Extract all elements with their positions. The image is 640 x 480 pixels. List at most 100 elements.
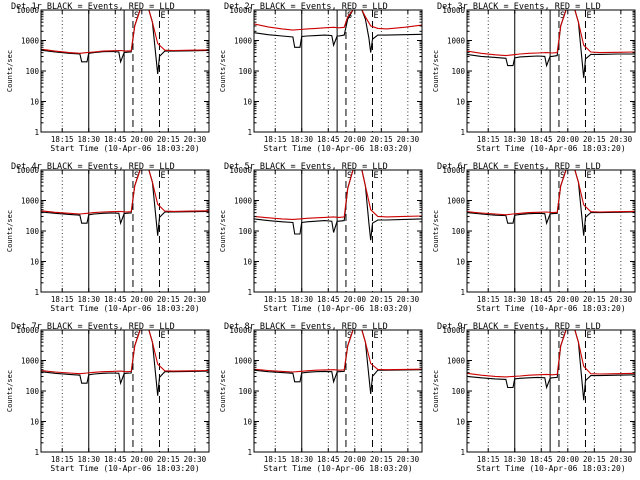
- x-tick-label: 20:15: [157, 455, 180, 464]
- lld-series-line: [253, 9, 423, 31]
- lld-series-line: [253, 169, 423, 220]
- x-tick-label: 20:00: [131, 455, 154, 464]
- end-marker: E: [373, 11, 378, 21]
- lld-series-line: [466, 329, 636, 378]
- x-tick-label: 20:30: [397, 295, 420, 304]
- panel-title: Det 7r BLACK = Events, RED = LLD: [11, 322, 175, 332]
- x-axis-label: Start Time (10-Apr-06 18:03:20): [476, 464, 625, 473]
- x-tick-label: 20:15: [157, 135, 180, 144]
- y-axis-label: Counts/sec: [6, 370, 14, 412]
- x-tick-label: 18:30: [503, 135, 526, 144]
- x-tick-label: 20:15: [370, 295, 393, 304]
- y-axis-label: Counts/sec: [6, 210, 14, 252]
- x-tick-label: 20:30: [610, 135, 633, 144]
- plot-frame: [253, 329, 423, 453]
- x-tick-label: 18:45: [530, 455, 553, 464]
- y-tick-label: 1: [460, 128, 465, 137]
- y-tick-label: 100: [238, 387, 252, 396]
- y-axis-label: Counts/sec: [432, 50, 440, 92]
- x-tick-label: 18:30: [290, 135, 313, 144]
- plot-frame: [253, 169, 423, 293]
- y-tick-label: 10000: [442, 326, 465, 335]
- y-tick-label: 1: [34, 288, 39, 297]
- y-tick-label: 10000: [229, 326, 252, 335]
- x-tick-label: 18:15: [264, 295, 287, 304]
- end-marker: E: [373, 171, 378, 181]
- events-series-line: [466, 169, 636, 236]
- x-tick-label: 20:15: [583, 135, 606, 144]
- x-tick-label: 18:45: [530, 135, 553, 144]
- start-marker: S: [560, 11, 565, 21]
- x-tick-label: 20:30: [184, 135, 207, 144]
- events-series-line: [40, 9, 210, 75]
- start-marker: S: [134, 171, 139, 181]
- y-tick-label: 100: [25, 387, 39, 396]
- events-series-line: [253, 329, 423, 395]
- y-tick-label: 10: [456, 258, 466, 267]
- x-tick-label: 18:30: [503, 295, 526, 304]
- y-tick-label: 1000: [234, 37, 253, 46]
- plot-frame: [466, 329, 636, 453]
- y-tick-label: 1000: [447, 197, 466, 206]
- y-tick-label: 1000: [234, 197, 253, 206]
- start-marker: S: [560, 171, 565, 181]
- panel-title: Det 6r BLACK = Events, RED = LLD: [437, 162, 601, 172]
- y-tick-label: 1: [460, 288, 465, 297]
- x-tick-label: 18:45: [104, 295, 127, 304]
- plot-frame: [40, 329, 210, 453]
- x-tick-label: 18:30: [503, 455, 526, 464]
- x-tick-label: 18:30: [77, 135, 100, 144]
- events-series-line: [466, 329, 636, 401]
- x-tick-label: 18:45: [317, 135, 340, 144]
- x-tick-label: 18:15: [51, 135, 74, 144]
- lld-series-line: [253, 329, 423, 373]
- x-axis-label: Start Time (10-Apr-06 18:03:20): [263, 304, 412, 313]
- events-series-line: [253, 9, 423, 53]
- y-tick-label: 1: [247, 448, 252, 457]
- end-marker: E: [373, 331, 378, 341]
- x-tick-label: 20:00: [344, 455, 367, 464]
- start-marker: S: [347, 171, 352, 181]
- panel-title: Det 9r BLACK = Events, RED = LLD: [437, 322, 601, 332]
- x-tick-label: 20:30: [397, 455, 420, 464]
- x-tick-label: 20:15: [157, 295, 180, 304]
- x-tick-label: 18:45: [317, 295, 340, 304]
- x-tick-label: 20:00: [557, 455, 580, 464]
- x-tick-label: 18:15: [264, 455, 287, 464]
- events-series-line: [466, 9, 635, 78]
- end-marker: E: [586, 11, 591, 21]
- y-tick-label: 10: [243, 258, 253, 267]
- x-tick-label: 20:00: [557, 135, 580, 144]
- x-tick-label: 20:00: [344, 135, 367, 144]
- x-tick-label: 18:45: [530, 295, 553, 304]
- panel-title: Det 4r BLACK = Events, RED = LLD: [11, 162, 175, 172]
- x-tick-label: 20:30: [184, 295, 207, 304]
- start-marker: S: [560, 331, 565, 341]
- start-marker: S: [134, 331, 139, 341]
- x-tick-label: 18:15: [264, 135, 287, 144]
- y-tick-label: 1000: [447, 37, 466, 46]
- x-tick-label: 18:30: [290, 455, 313, 464]
- x-tick-label: 18:15: [51, 295, 74, 304]
- x-tick-label: 20:00: [344, 295, 367, 304]
- panel-title: Det 1r BLACK = Events, RED = LLD: [11, 2, 175, 12]
- x-tick-label: 20:30: [610, 455, 633, 464]
- y-tick-label: 10000: [229, 166, 252, 175]
- y-tick-label: 10000: [16, 166, 39, 175]
- y-tick-label: 1: [460, 448, 465, 457]
- y-tick-label: 10: [30, 98, 40, 107]
- y-tick-label: 10000: [229, 6, 252, 15]
- y-tick-label: 10: [30, 418, 40, 427]
- end-marker: E: [160, 171, 165, 181]
- y-tick-label: 10: [456, 418, 466, 427]
- y-tick-label: 100: [451, 227, 465, 236]
- y-axis-label: Counts/sec: [219, 210, 227, 252]
- x-tick-label: 18:15: [477, 295, 500, 304]
- y-tick-label: 1: [247, 288, 252, 297]
- y-tick-label: 1000: [21, 197, 40, 206]
